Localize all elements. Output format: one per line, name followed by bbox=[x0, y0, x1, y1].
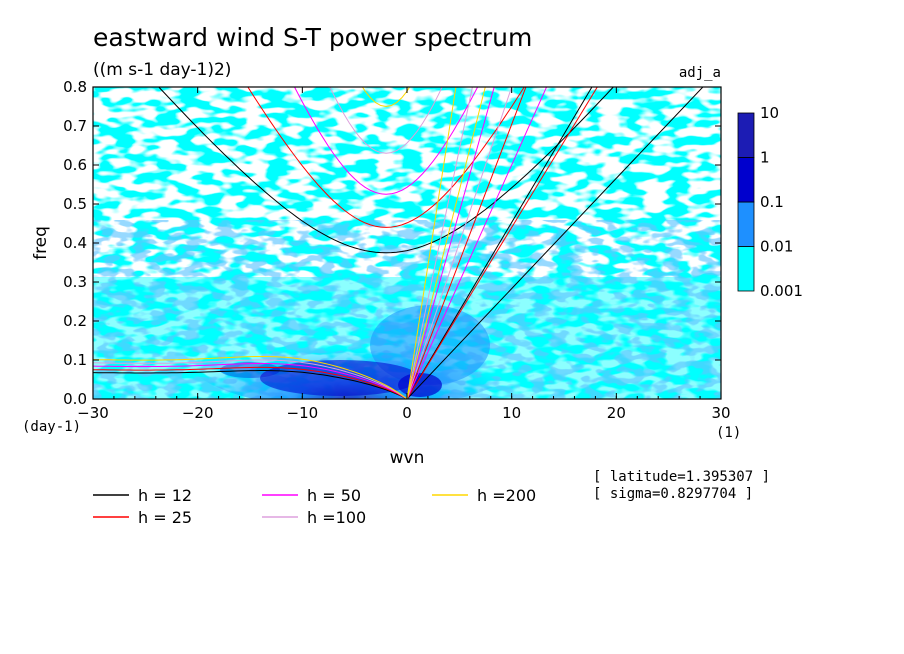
colorbar-label: 0.1 bbox=[760, 193, 784, 211]
x-tick-label: −20 bbox=[182, 404, 214, 422]
legend: h = 12 h = 25 h = 50 h =100 h =200 bbox=[93, 486, 536, 527]
chart-title: eastward wind S-T power spectrum bbox=[93, 23, 532, 52]
rossby-curve-h12 bbox=[93, 370, 408, 399]
x-tick-label: 30 bbox=[711, 404, 730, 422]
eig-curve-h12 bbox=[406, 87, 593, 399]
colorbar-label: 1 bbox=[760, 149, 770, 167]
chart-subtitle: ((m s-1 day-1)2) bbox=[93, 60, 231, 80]
y-tick-label: 0.3 bbox=[63, 273, 87, 291]
wig-curve-h25 bbox=[247, 87, 525, 228]
x-unit-label: (1) bbox=[716, 425, 741, 441]
y-unit-label: (day-1) bbox=[22, 419, 81, 435]
x-tick-label: 10 bbox=[502, 404, 521, 422]
y-tick-label: 0.7 bbox=[63, 117, 87, 135]
rossby-curve-h25 bbox=[93, 366, 408, 399]
legend-label: h =100 bbox=[307, 508, 366, 527]
colorbar-swatch bbox=[737, 201, 755, 247]
colorbar-label: 0.001 bbox=[760, 282, 803, 300]
wig-curve-h100 bbox=[329, 87, 443, 154]
kelvin-curve-h100 bbox=[406, 87, 513, 399]
legend-label: h = 25 bbox=[138, 508, 192, 527]
x-tick-label: −10 bbox=[287, 404, 319, 422]
axes: −30 −20 −10 0 10 20 30 0.0 0.1 0.2 0.3 0.4 0.5 0.6 0.7… bbox=[63, 78, 730, 422]
y-tick-label: 0.8 bbox=[63, 78, 87, 96]
kelvin-curve-h25 bbox=[406, 87, 598, 399]
legend-label: h = 12 bbox=[138, 486, 192, 505]
x-tick-label: 0 bbox=[402, 404, 412, 422]
colorbar-swatch bbox=[737, 246, 755, 292]
corner-label: adj_a bbox=[679, 65, 721, 81]
eig-curve-h25 bbox=[406, 87, 527, 399]
colorbar-label: 10 bbox=[760, 104, 779, 122]
plot-area bbox=[93, 87, 721, 399]
latitude-annotation: [ latitude=1.395307 ] bbox=[593, 469, 770, 485]
kelvin-curve-h12 bbox=[406, 87, 704, 399]
kelvin-curve-h200 bbox=[406, 87, 486, 399]
rossby-curve-h100 bbox=[93, 359, 408, 399]
x-tick-label: 20 bbox=[607, 404, 626, 422]
x-axis-label: wvn bbox=[390, 448, 425, 468]
colorbar-swatch bbox=[737, 157, 755, 203]
colorbar-label: 0.01 bbox=[760, 238, 793, 256]
wig-curve-h50 bbox=[293, 87, 479, 195]
dispersion-curves bbox=[93, 87, 704, 399]
y-tick-label: 0.5 bbox=[63, 195, 87, 213]
sigma-annotation: [ sigma=0.8297704 ] bbox=[593, 486, 753, 502]
y-tick-label: 0.4 bbox=[63, 234, 87, 252]
eig-curve-h50 bbox=[406, 87, 495, 399]
kelvin-curve-h50 bbox=[406, 87, 548, 399]
colorbar: 0.001 0.01 0.1 1 10 bbox=[737, 104, 803, 300]
rossby-curve-h200 bbox=[93, 356, 408, 399]
y-axis-label: freq bbox=[31, 226, 51, 260]
legend-label: h =200 bbox=[477, 486, 536, 505]
colorbar-swatch bbox=[737, 112, 755, 158]
legend-label: h = 50 bbox=[307, 486, 361, 505]
y-tick-label: 0.6 bbox=[63, 156, 87, 174]
y-tick-label: 0.0 bbox=[63, 390, 87, 408]
wig-curve-h12 bbox=[158, 87, 615, 254]
x-tick-label: −30 bbox=[77, 404, 109, 422]
y-tick-label: 0.1 bbox=[63, 351, 87, 369]
rossby-curve-h50 bbox=[93, 363, 408, 399]
y-tick-label: 0.2 bbox=[63, 312, 87, 330]
eig-curve-h100 bbox=[406, 87, 473, 399]
